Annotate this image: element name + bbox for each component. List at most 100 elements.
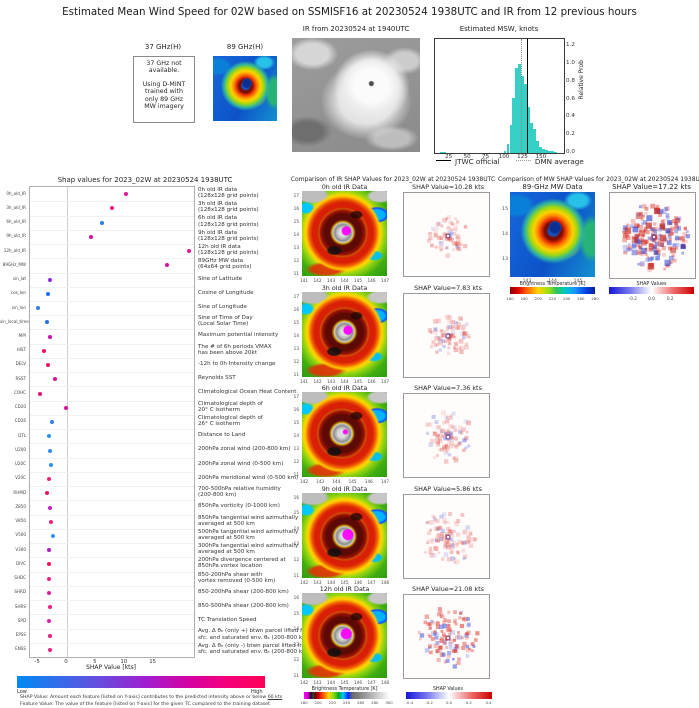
shap-dot: [49, 519, 54, 524]
shap-desc-line: 300hPa tangential wind azimuthally: [198, 543, 299, 549]
shap-row-label: V300: [15, 546, 26, 552]
shap-desc-line: averaged at 500 km: [198, 549, 255, 556]
shap-dot: [186, 249, 191, 254]
ir-data-subtitle: 6h old IR Data: [321, 384, 368, 392]
ir-shap-map: [403, 594, 490, 679]
ir-data-subtitle: 0h old IR Data: [321, 183, 368, 191]
shap-x-tick: 15: [149, 659, 157, 665]
shap-desc-line: 0h old IR data: [198, 186, 238, 193]
mw-bt-tick: 260: [577, 296, 585, 301]
mw-bt-tick: 280: [591, 296, 599, 301]
shap-dot: [48, 462, 53, 467]
shap-row-label: V20C: [15, 475, 26, 481]
histogram-bar: [524, 83, 528, 153]
shap-dot: [37, 391, 42, 396]
ir-y-tick: 12: [293, 657, 299, 663]
ir-comparison-title: Comparison of IR SHAP Values for 2023_02…: [290, 176, 496, 183]
mw-89ghz-data-image: [510, 192, 595, 277]
row-gridline: [30, 500, 194, 502]
shap-row-label: RSST: [15, 375, 26, 381]
ir-y-tick: 13: [293, 345, 299, 351]
ir-data-subtitle: 12h old IR Data: [319, 585, 370, 593]
mw-shap-colorbar-label: SHAP Values: [636, 282, 667, 287]
shap-dot: [50, 420, 54, 424]
mw-bt-tick: 180: [520, 296, 528, 301]
label-37ghz: 37 GHz(H): [144, 43, 182, 51]
shap-dot: [46, 548, 51, 553]
ir-x-tick: 145: [340, 680, 349, 685]
shap-row-label: SHDC: [14, 575, 26, 581]
histogram-bar: [503, 151, 507, 153]
ir-y-tick: 16: [293, 494, 299, 500]
shap-dot: [46, 562, 51, 567]
shap-desc-line: has been above 20kt: [198, 349, 257, 356]
ir-shap-map: [403, 393, 490, 478]
shap-desc-line: 850hPa vortex location: [198, 563, 263, 570]
histogram-y-tick: 0.6: [566, 95, 575, 102]
shap-dot: [164, 263, 169, 268]
ir-y-tick: 16: [293, 595, 299, 600]
ir-shap-tick: 0.2: [465, 700, 472, 705]
shap-row-label: 89GHz_MW: [2, 261, 26, 267]
shap-desc-line: 200hPa meridional wind (0-500 km): [198, 474, 299, 481]
histogram-bar: [536, 140, 539, 153]
mw-shap-colorbar: [609, 287, 694, 294]
ir-x-tick: 143: [313, 680, 322, 685]
shap-dot: [45, 491, 50, 496]
ir-y-tick: 12: [293, 358, 299, 364]
shap-row-label: V850: [15, 518, 26, 524]
histogram-bar: [544, 150, 548, 153]
shap-desc-line: sfc. and saturated env. θₑ (200-800 km): [198, 634, 310, 641]
mw-data-subtitle: 89-GHz MW Data: [522, 183, 583, 191]
shap-desc-line: (128x128 grid points): [198, 250, 259, 257]
row-gridline: [30, 414, 194, 416]
legend-dmn: DMN average: [515, 157, 584, 166]
ir-x-tick: 144: [332, 479, 341, 484]
ir-y-tick: 14: [293, 626, 299, 632]
histogram-x-tick: 100: [498, 154, 510, 160]
shap-dot: [63, 405, 68, 410]
row-gridline: [30, 429, 194, 431]
shap-row-label: sin_lat: [12, 276, 26, 281]
ir-x-tick: 147: [367, 579, 376, 585]
shap-x-tick: 5: [93, 659, 97, 665]
shap-chart-title: Shap values for 2023_02W at 20230524 193…: [57, 176, 233, 184]
histogram-y-tick: 0.2: [566, 131, 575, 138]
shap-desc-line: averaged at 500 km: [198, 520, 255, 527]
note-37ghz-unavailable: 37 GHz not available. Using D-MINT trained …: [133, 56, 195, 123]
histogram-y-tick: 0.4: [566, 113, 575, 120]
dotted-line-icon: [515, 160, 531, 161]
row-gridline: [30, 514, 194, 516]
shap-row-label: DELV: [15, 361, 26, 367]
shap-desc-line: 850hPa tangential wind azimuthally: [198, 514, 299, 521]
shap-desc-line: Sine of Latitude: [198, 275, 243, 282]
dmn-average-line: [521, 39, 523, 153]
row-gridline: [30, 386, 194, 388]
row-gridline: [30, 543, 194, 545]
ir-y-tick: 14: [293, 232, 299, 237]
ir-x-tick: 148: [381, 680, 389, 685]
shap-dot: [47, 647, 52, 652]
shap-row-label: 9h_old_IR: [6, 233, 26, 239]
histogram-x-tick: 125: [517, 154, 528, 160]
shap-row-label: RHMD: [13, 489, 26, 495]
row-gridline: [30, 443, 194, 445]
mw-y-tick: 15: [502, 207, 508, 213]
shap-desc-line: Cosine of Longitude: [198, 289, 254, 296]
shap-row-label: V500: [15, 532, 26, 538]
histogram-y-label: Relative Prob: [578, 60, 585, 100]
shap-row-label: SPD: [17, 617, 26, 623]
ir-y-tick: 16: [293, 407, 299, 412]
ir-y-tick: 12: [293, 556, 299, 562]
shap-x-tick: 0: [64, 659, 68, 665]
shap-desc-line: 200hPa zonal wind (200-800 km): [198, 446, 291, 453]
ir-y-tick: 12: [293, 258, 299, 263]
shap-desc-line: Climatological depth of: [198, 400, 263, 407]
shap-dot: [48, 334, 53, 339]
ir-y-tick: 13: [293, 446, 299, 451]
row-gridline: [30, 400, 194, 402]
note-line: MW imagery: [144, 103, 184, 111]
shap-desc-line: sfc. and saturated env. θₑ (200-800 km): [198, 648, 310, 655]
shap-desc-line: (128x128 grid points): [198, 235, 259, 242]
histogram-bar: [515, 68, 519, 153]
